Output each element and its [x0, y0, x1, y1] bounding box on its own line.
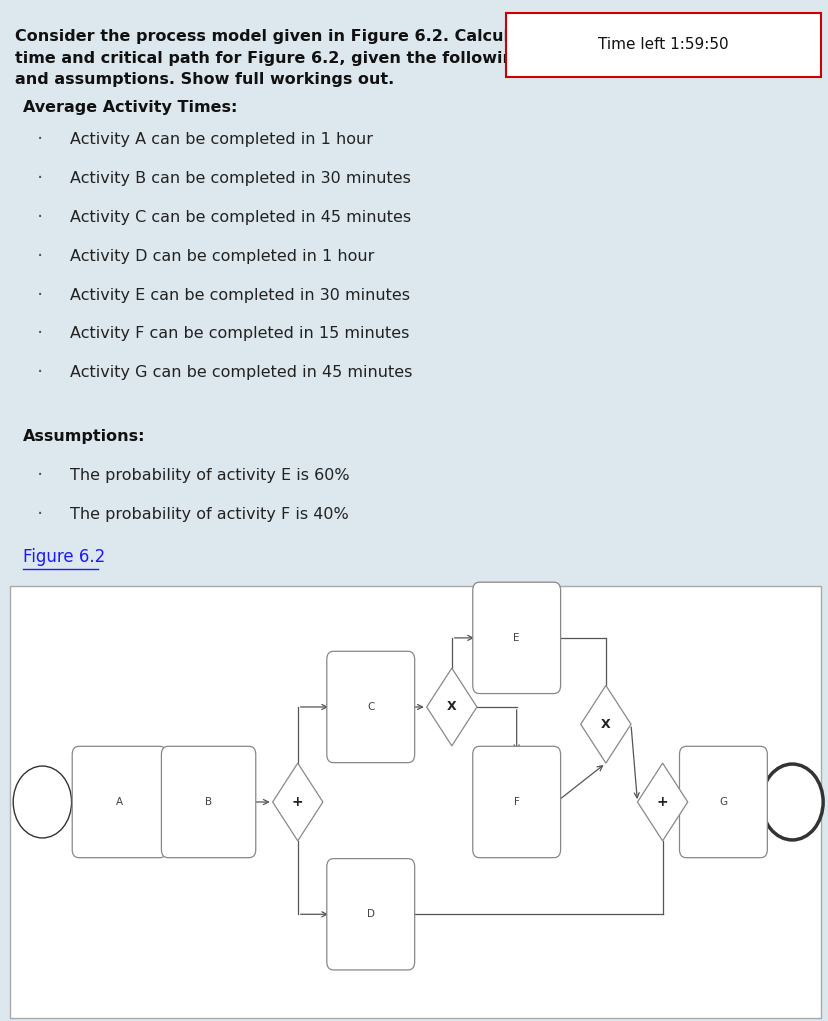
FancyBboxPatch shape [326, 651, 414, 763]
FancyBboxPatch shape [10, 586, 820, 1018]
Text: Activity C can be completed in 45 minutes: Activity C can be completed in 45 minute… [70, 210, 411, 225]
Text: X: X [446, 700, 456, 714]
Text: Assumptions:: Assumptions: [23, 430, 146, 444]
Text: Activity D can be completed in 1 hour: Activity D can be completed in 1 hour [70, 249, 374, 263]
Text: B: B [205, 797, 212, 807]
Circle shape [761, 764, 822, 840]
Text: Activity G can be completed in 45 minutes: Activity G can be completed in 45 minute… [70, 366, 412, 380]
FancyBboxPatch shape [72, 746, 166, 858]
FancyBboxPatch shape [505, 13, 820, 77]
Text: ·: · [36, 131, 43, 149]
FancyBboxPatch shape [161, 746, 256, 858]
FancyBboxPatch shape [472, 746, 560, 858]
Polygon shape [580, 685, 630, 763]
Text: A: A [116, 797, 123, 807]
Text: The probability of activity F is 40%: The probability of activity F is 40% [70, 507, 349, 522]
Text: ·: · [36, 286, 43, 304]
Text: Average Activity Times:: Average Activity Times: [23, 100, 238, 114]
Text: Activity F can be completed in 15 minutes: Activity F can be completed in 15 minute… [70, 327, 409, 341]
Text: Activity A can be completed in 1 hour: Activity A can be completed in 1 hour [70, 133, 373, 147]
Text: ·: · [36, 467, 43, 485]
Text: Consider the process model given in Figure 6.2. Calculate the cycle: Consider the process model given in Figu… [15, 30, 624, 44]
Text: time and critical path for Figure 6.2, given the following: time and critical path for Figure 6.2, g… [15, 51, 525, 65]
Text: ·: · [36, 325, 43, 343]
Text: Time left 1:59:50: Time left 1:59:50 [597, 38, 728, 52]
Text: +: + [291, 795, 303, 809]
Text: ·: · [36, 505, 43, 524]
Text: Activity E can be completed in 30 minutes: Activity E can be completed in 30 minute… [70, 288, 410, 302]
Text: F: F [513, 797, 519, 807]
Text: The probability of activity E is 60%: The probability of activity E is 60% [70, 469, 349, 483]
Text: and assumptions. Show full workings out.: and assumptions. Show full workings out. [15, 72, 393, 87]
Text: ·: · [36, 363, 43, 382]
Text: D: D [366, 910, 374, 919]
Text: C: C [367, 702, 374, 712]
Text: Activity B can be completed in 30 minutes: Activity B can be completed in 30 minute… [70, 172, 411, 186]
Text: Figure 6.2: Figure 6.2 [23, 548, 105, 567]
Text: E: E [513, 633, 519, 643]
FancyBboxPatch shape [472, 582, 560, 693]
Text: ·: · [36, 247, 43, 265]
FancyBboxPatch shape [326, 859, 414, 970]
Polygon shape [272, 763, 323, 841]
Text: ·: · [36, 169, 43, 188]
FancyBboxPatch shape [679, 746, 767, 858]
Text: X: X [600, 718, 610, 731]
Text: ·: · [36, 208, 43, 227]
Polygon shape [426, 668, 476, 746]
Text: +: + [656, 795, 667, 809]
Circle shape [13, 766, 71, 838]
Text: G: G [719, 797, 727, 807]
Polygon shape [637, 763, 687, 841]
